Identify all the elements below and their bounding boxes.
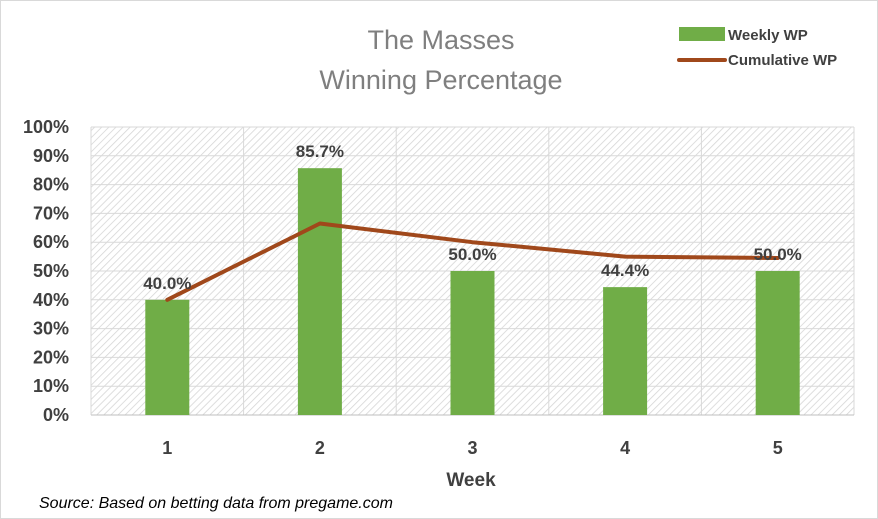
bar — [755, 271, 800, 415]
bar-data-label: 50.0% — [754, 245, 802, 264]
legend-swatch-weekly — [679, 27, 725, 41]
bar — [603, 287, 648, 415]
x-tick-label: 3 — [467, 438, 477, 458]
bar — [297, 168, 342, 415]
legend-label-cumulative: Cumulative WP — [728, 52, 837, 69]
cumulative-line — [165, 221, 780, 302]
chart-title-line-1: The Masses — [367, 25, 514, 55]
y-tick-label: 30% — [33, 319, 69, 339]
y-tick-label: 20% — [33, 347, 69, 367]
y-tick-label: 100% — [23, 117, 69, 137]
x-tick-label: 5 — [773, 438, 783, 458]
x-axis-title: Week — [446, 470, 496, 491]
chart-title-line-2: Winning Percentage — [319, 65, 562, 95]
y-tick-label: 40% — [33, 290, 69, 310]
bar-data-label: 50.0% — [448, 245, 496, 264]
bar-data-label: 44.4% — [601, 261, 649, 280]
y-tick-label: 80% — [33, 175, 69, 195]
legend: Weekly WP Cumulative WP — [677, 27, 837, 69]
y-tick-label: 60% — [33, 232, 69, 252]
bar-data-label: 40.0% — [143, 274, 191, 293]
y-tick-label: 50% — [33, 261, 69, 281]
y-tick-label: 10% — [33, 376, 69, 396]
bar — [450, 271, 495, 415]
x-tick-label: 2 — [315, 438, 325, 458]
x-tick-label: 4 — [620, 438, 630, 458]
legend-label-weekly: Weekly WP — [728, 27, 808, 44]
x-tick-label: 1 — [162, 438, 172, 458]
source-note: Source: Based on betting data from prega… — [39, 495, 393, 512]
y-tick-label: 0% — [43, 405, 69, 425]
y-tick-label: 70% — [33, 203, 69, 223]
y-tick-label: 90% — [33, 146, 69, 166]
bar-data-label: 85.7% — [296, 142, 344, 161]
bar — [145, 299, 190, 415]
